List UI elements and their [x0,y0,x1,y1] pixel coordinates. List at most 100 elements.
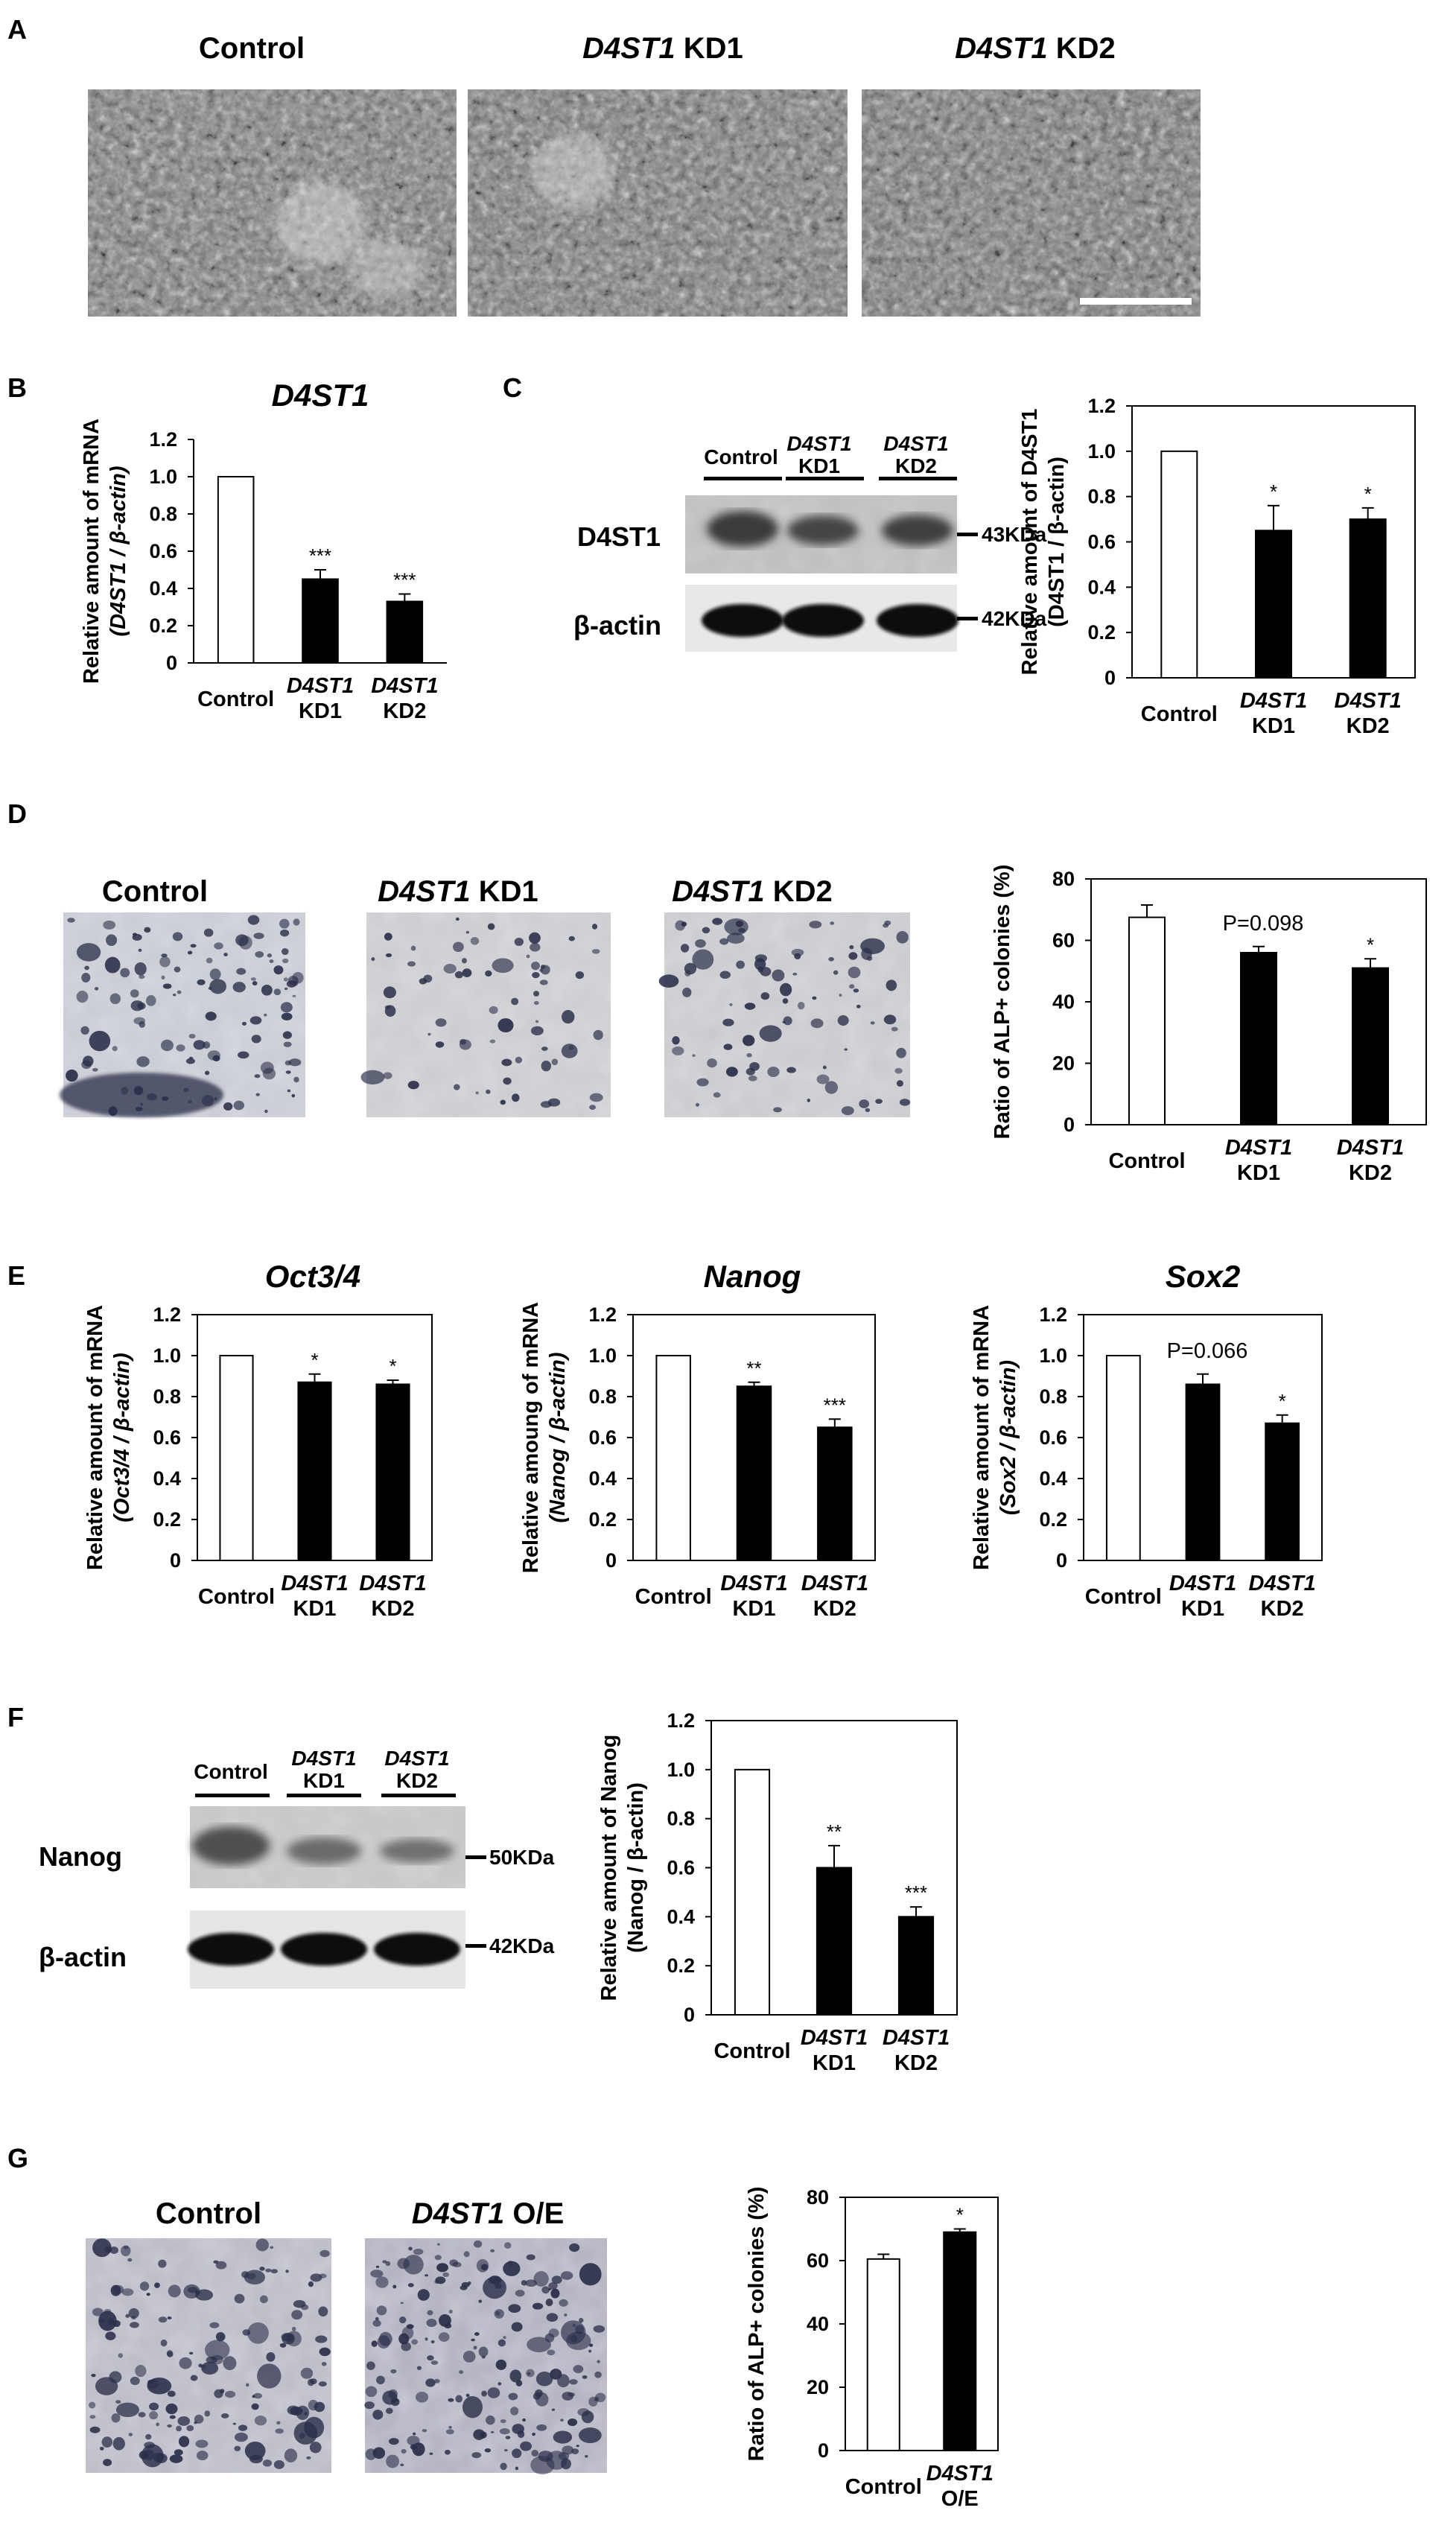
colony-dot [390,2369,397,2374]
colony-dot [760,992,770,1000]
colony-dot [310,2378,317,2384]
colony-dot [203,928,214,937]
colony-dot [423,974,433,983]
x-tick-label-gene: D4ST1 [359,1572,426,1595]
colony-dot [495,2359,507,2370]
p-value-note: P=0.098 [1223,912,1304,936]
panel-c-blot: C Control D4ST1 KD1 D4ST1 KD2 D4ST1 β-ac… [503,372,1047,652]
colony-dot [494,2309,504,2319]
colony-dot [562,2392,574,2401]
y-tick-label: 0.4 [1039,1467,1067,1490]
colony-dot [144,927,151,933]
colony-dot [591,924,598,930]
colony-dot [593,2325,605,2333]
colony-dot [146,2293,150,2296]
colony-dot [252,2395,255,2398]
significance-mark: ** [827,1820,842,1843]
colony-dot [870,1021,875,1025]
bar-treated [302,578,339,664]
colony-dot [512,2448,522,2459]
colony-dot [497,2339,506,2347]
blot-f-protein-2: β-actin [39,1942,127,1972]
y-tick-label: 0.8 [1087,486,1116,508]
y-tick-label: 0.8 [667,1808,695,1830]
colony-dot [389,2438,399,2445]
colony-dot [284,2448,298,2462]
colony-dot [780,982,792,997]
colony-dot [824,1081,839,1094]
colony-dot [426,2319,437,2328]
colony-dot [782,998,789,1004]
colony-dot [413,2249,424,2255]
colony-dot [448,2398,454,2402]
colony-dot [94,987,99,991]
x-tick-label-gene: D4ST1 [287,674,354,698]
p-value-note: P=0.066 [1167,1339,1248,1363]
colony-dot [547,2288,552,2290]
colony-dot [160,2339,168,2347]
colony-dot [161,975,165,980]
micrograph-kd2 [862,89,1201,317]
blot-c-lane-2-line2: KD1 [798,454,840,477]
bar-treated [736,1385,772,1561]
colony-dot [386,2454,400,2468]
colony-dot [372,2319,381,2327]
colony-dot [680,944,690,953]
colony-dot [232,2422,237,2425]
colony-dot [707,1058,717,1068]
colony-dot [525,2279,538,2287]
colony-dot [757,966,764,973]
blot-f-lane-1-line1: Control [194,1760,268,1783]
colony-dot [238,936,252,950]
x-tick-label: KD1 [732,1597,775,1621]
colony-dot [476,2258,489,2273]
colony-dot [144,2449,155,2461]
colony-dot [848,952,858,960]
y-tick-label: 1.0 [1039,1344,1067,1367]
colony-dot [561,2458,571,2470]
y-tick-label: 0 [684,2004,695,2026]
colony-dot [145,995,156,1006]
colony-dot [130,2322,139,2328]
colony-dot [109,993,121,1005]
colony-dot [112,2436,125,2451]
colony-dot [504,2242,512,2249]
y-tick-label: 60 [807,2249,829,2272]
y-tick-label: 0.6 [149,540,177,562]
bar-treated [943,2231,977,2451]
g-label-oe: D4ST1 O/E [412,2197,565,2230]
colony-dot [188,2351,194,2355]
colony-dot [410,945,416,951]
significance-mark: * [1367,933,1374,956]
x-tick-label: Control [635,1585,712,1609]
y-tick-label: 0.4 [1087,576,1116,598]
bar-control [1128,916,1166,1125]
x-tick-label: KD2 [371,1597,414,1621]
y-tick-label: 0.2 [149,614,177,637]
colony-dot [300,2367,314,2379]
colony-dot [195,2439,209,2448]
colony-dot [285,1070,291,1074]
colony-dot [125,2313,130,2318]
colony-dot [308,2281,314,2287]
colony-dot [259,2267,265,2271]
colony-dot [88,2401,96,2409]
colony-dot [425,2378,436,2387]
bar-treated [1265,1422,1300,1561]
colony-dot [400,2302,404,2305]
y-tick-label: 0 [1056,1549,1067,1572]
y-tick-label: 1.0 [588,1344,617,1367]
colony-dot [561,2320,586,2345]
d-label-kd2: D4ST1 KD2 [672,875,833,908]
colony-dot [273,965,284,975]
colony-dot [407,961,416,967]
colony-dot [579,2427,602,2444]
colony-dot [279,2343,287,2348]
colony-dot [315,2335,328,2343]
colony-dot [112,2284,124,2294]
colony-dot [535,1020,539,1023]
colony-dot [264,1109,268,1114]
colony-dot [403,2255,424,2275]
colony-dot [321,2362,327,2366]
colony-dot [80,1026,89,1035]
